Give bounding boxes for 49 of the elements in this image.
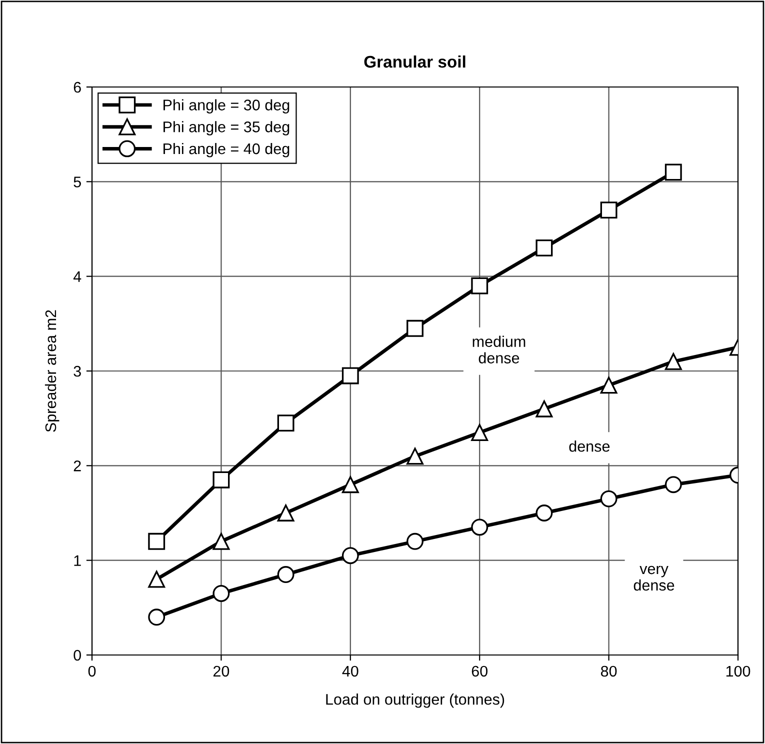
x-axis-title: Load on outrigger (tonnes) xyxy=(326,694,504,708)
x-tick-label: 20 xyxy=(213,666,230,677)
point xyxy=(664,353,682,370)
y-tick-label: 4 xyxy=(73,271,82,282)
x-tick-label: 100 xyxy=(726,666,750,677)
point xyxy=(148,608,166,626)
point xyxy=(212,532,230,550)
legend-label: Phi angle = 30 deg xyxy=(164,99,290,114)
y-axis-title: Spreader area m2 xyxy=(44,310,60,432)
point xyxy=(664,476,682,494)
y-tick-label: 0 xyxy=(74,650,81,661)
legend-label: Phi angle = 40 deg xyxy=(164,142,290,158)
y-tick-label: 6 xyxy=(74,82,81,93)
point xyxy=(600,376,618,394)
x-tick-label: 80 xyxy=(600,666,617,677)
point xyxy=(277,566,294,584)
point xyxy=(277,504,294,522)
y-tick-label: 1 xyxy=(74,555,81,566)
point xyxy=(212,471,230,488)
point xyxy=(148,532,166,550)
x-tick-label: 60 xyxy=(472,666,488,677)
point xyxy=(342,367,359,384)
x-tick-label: 0 xyxy=(88,666,96,677)
point xyxy=(471,277,488,294)
annotation: dense xyxy=(569,440,610,452)
point xyxy=(277,414,294,432)
annotation: very dense xyxy=(634,566,674,591)
chart-title: Granular soil xyxy=(364,55,466,68)
point xyxy=(536,239,553,256)
y-tick-label: 5 xyxy=(74,176,81,188)
legend-label: Phi angle = 35 deg xyxy=(164,121,290,136)
point xyxy=(600,490,618,508)
point xyxy=(536,400,553,418)
annotation: medium dense xyxy=(472,336,526,364)
y-tick-label: 3 xyxy=(74,366,81,377)
point xyxy=(471,518,488,536)
point xyxy=(148,570,166,588)
point xyxy=(342,476,359,494)
x-tick-label: 40 xyxy=(342,666,358,677)
point xyxy=(406,532,424,550)
point xyxy=(664,164,682,181)
point xyxy=(212,584,230,602)
point xyxy=(406,448,424,465)
point xyxy=(471,424,488,442)
point xyxy=(406,320,424,337)
point xyxy=(600,202,618,219)
point xyxy=(536,504,553,522)
point xyxy=(342,547,359,564)
y-tick-label: 2 xyxy=(74,460,81,472)
